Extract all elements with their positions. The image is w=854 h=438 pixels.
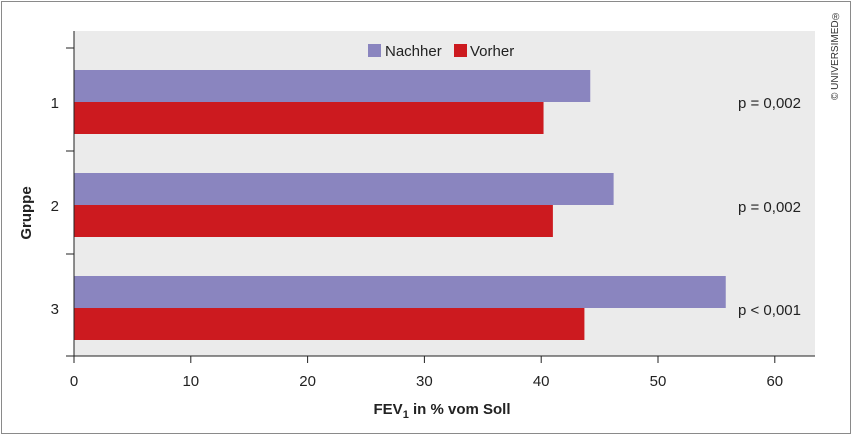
y-tick-label-3: 3: [51, 301, 59, 318]
bar-nachher-group-1: [74, 70, 591, 102]
x-tick-label-60: 60: [766, 373, 783, 390]
legend-swatch-vorher: [454, 44, 467, 57]
bar-vorher-group-2: [74, 205, 553, 237]
p-value-group-1: p = 0,002: [738, 95, 801, 112]
y-tick-label-1: 1: [51, 95, 59, 112]
legend: Nachher Vorher: [368, 43, 514, 60]
x-tick-label-0: 0: [70, 373, 78, 390]
x-axis-title: FEV1 in % vom Soll: [374, 401, 511, 421]
y-tick-label-2: 2: [51, 198, 59, 215]
bar-vorher-group-3: [74, 308, 585, 340]
legend-label-vorher: Vorher: [470, 43, 514, 60]
watermark-registered-mark: ®: [832, 12, 840, 23]
x-tick-label-10: 10: [182, 373, 199, 390]
legend-swatch-nachher: [368, 44, 381, 57]
bar-vorher-group-1: [74, 102, 544, 134]
x-tick-label-40: 40: [533, 373, 550, 390]
y-axis-title: Gruppe: [18, 186, 35, 239]
p-value-group-3: p < 0,001: [738, 302, 801, 319]
p-value-group-2: p = 0,002: [738, 199, 801, 216]
bar-nachher-group-3: [74, 276, 726, 308]
x-tick-label-30: 30: [416, 373, 433, 390]
bar-nachher-group-2: [74, 173, 614, 205]
watermark: © UNIVERSIMED: [830, 20, 841, 100]
x-tick-label-50: 50: [650, 373, 667, 390]
legend-label-nachher: Nachher: [385, 43, 442, 60]
x-tick-label-20: 20: [299, 373, 316, 390]
